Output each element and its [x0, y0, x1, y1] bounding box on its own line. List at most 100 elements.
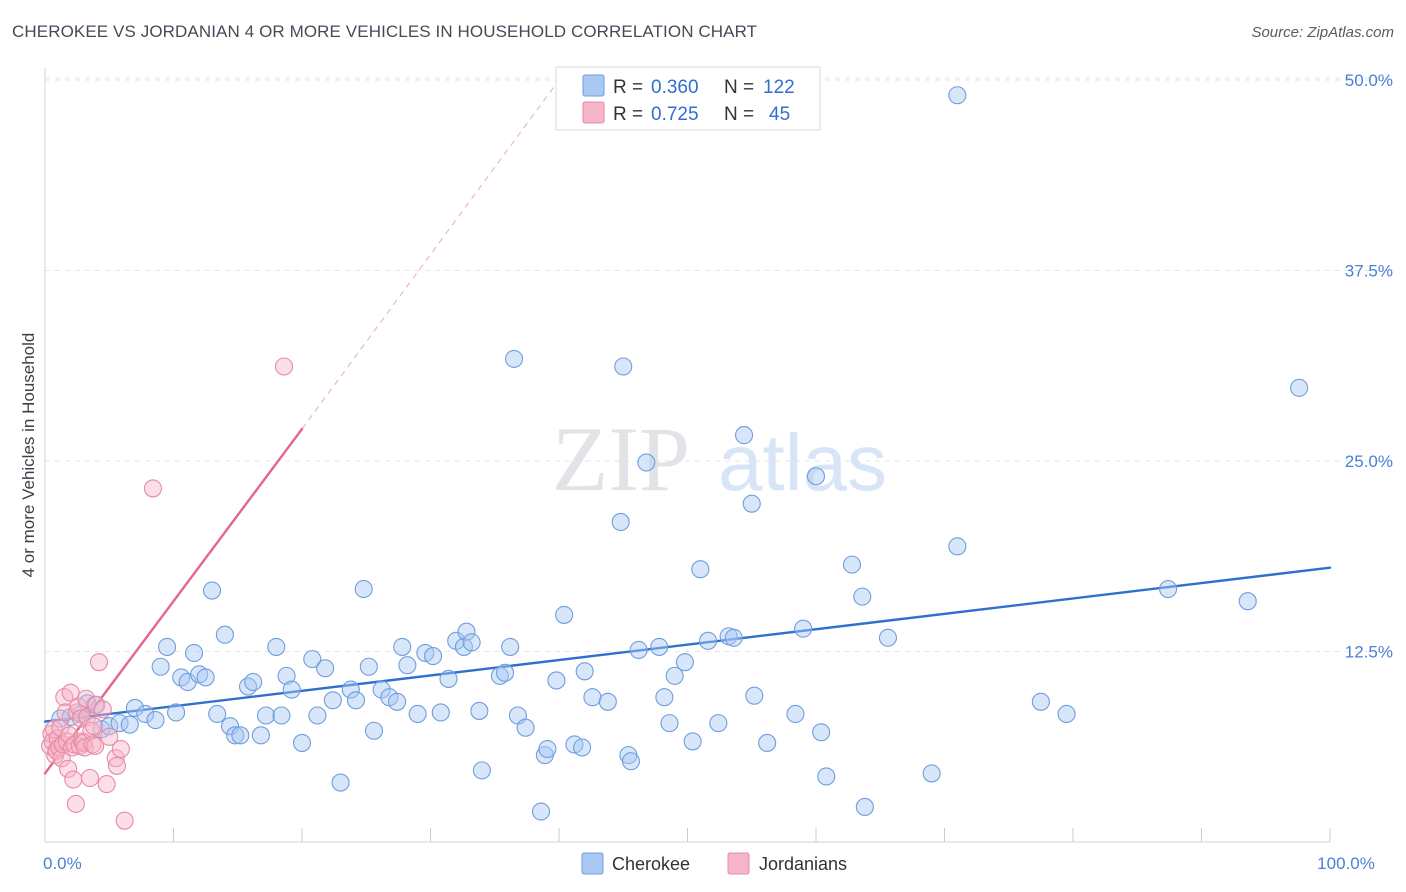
- legend-swatch-cherokee: [581, 852, 604, 875]
- point-cherokee: [393, 637, 412, 656]
- point-cherokee: [745, 686, 764, 705]
- stats-legend-n-value: 45: [769, 104, 790, 125]
- y-tick-label: 50.0%: [1345, 71, 1393, 90]
- point-cherokee: [282, 680, 301, 699]
- point-cherokee: [709, 714, 728, 733]
- x-tick-label: 100.0%: [1317, 854, 1375, 873]
- point-cherokee: [151, 657, 170, 676]
- point-cherokee: [948, 537, 967, 556]
- point-jordanians: [100, 727, 119, 746]
- point-cherokee: [323, 691, 342, 710]
- point-jordanians: [107, 756, 127, 775]
- point-cherokee: [331, 773, 350, 792]
- source-credit: Source: ZipAtlas.com: [1251, 24, 1394, 41]
- point-cherokee: [637, 453, 656, 472]
- point-cherokee: [734, 426, 754, 445]
- stats-legend-r-label: R =: [613, 77, 643, 98]
- point-cherokee: [208, 704, 227, 724]
- point-cherokee: [431, 703, 450, 722]
- trend-line-jordanians: [43, 427, 304, 775]
- point-cherokee: [660, 714, 679, 733]
- point-cherokee: [806, 467, 826, 486]
- point-cherokee: [185, 643, 204, 663]
- point-cherokee: [439, 669, 458, 688]
- watermark-zip: ZIP: [552, 408, 690, 510]
- point-cherokee: [136, 704, 155, 724]
- point-cherokee: [125, 698, 144, 717]
- point-cherokee: [100, 717, 119, 736]
- point-cherokee: [267, 637, 286, 656]
- legend-swatch-jordanians: [727, 852, 750, 875]
- point-cherokee: [583, 688, 602, 707]
- tick-labels: 12.5% 25.0% 37.5% 50.0% 0.0% 100.0%: [43, 71, 1393, 873]
- point-cherokee: [786, 704, 805, 724]
- point-cherokee: [922, 764, 941, 783]
- point-cherokee: [220, 717, 240, 736]
- point-cherokee: [215, 625, 234, 644]
- gridlines: [45, 77, 1395, 652]
- trend-lines: [43, 79, 1332, 775]
- stats-legend: R = 0.360 N = 122 R = 0.725 N = 45: [555, 66, 821, 131]
- point-cherokee: [251, 726, 270, 745]
- point-cherokee: [812, 723, 831, 742]
- stats-legend-swatch-cherokee: [582, 74, 605, 97]
- point-cherokee: [855, 797, 874, 816]
- point-cherokee: [742, 494, 761, 513]
- point-cherokee: [277, 666, 296, 685]
- point-cherokee: [650, 637, 669, 656]
- watermark: ZIP atlas: [552, 408, 887, 510]
- point-cherokee: [167, 703, 186, 722]
- point-cherokee: [172, 668, 191, 687]
- point-cherokee: [424, 647, 443, 666]
- point-cherokee: [1057, 704, 1076, 724]
- point-jordanians: [44, 720, 64, 739]
- point-cherokee: [547, 671, 566, 690]
- point-jordanians: [143, 479, 162, 498]
- point-cherokee: [354, 579, 373, 599]
- point-cherokee: [272, 706, 291, 725]
- point-cherokee: [501, 637, 520, 656]
- point-cherokee: [388, 692, 407, 711]
- point-cherokee: [794, 619, 813, 638]
- trend-extension-jordanians: [301, 79, 560, 430]
- point-cherokee: [462, 633, 481, 652]
- point-cherokee: [504, 349, 524, 368]
- x-tick-label: 0.0%: [43, 854, 82, 873]
- point-cherokee: [346, 691, 366, 710]
- point-jordanians: [86, 736, 105, 756]
- point-jordanians: [87, 695, 106, 714]
- point-cherokee: [120, 715, 139, 734]
- point-cherokee: [878, 628, 898, 647]
- watermark-atlas: atlas: [718, 418, 887, 507]
- point-cherokee: [490, 666, 509, 685]
- point-jordanians: [64, 770, 83, 789]
- point-cherokee: [303, 650, 322, 669]
- y-tick-label: 25.0%: [1345, 452, 1393, 471]
- stats-legend-r-value: 0.360: [651, 77, 699, 98]
- point-jordanians: [93, 700, 112, 719]
- point-cherokee: [1238, 592, 1257, 611]
- y-axis-label: 4 or more Vehicles in Household: [19, 333, 38, 578]
- point-jordanians: [274, 357, 294, 376]
- point-jordanians: [77, 689, 96, 708]
- stats-legend-n-value: 122: [763, 77, 795, 98]
- point-cherokee: [231, 726, 250, 745]
- point-cherokee: [244, 672, 263, 692]
- point-cherokee: [495, 663, 515, 682]
- point-jordanians: [62, 738, 82, 757]
- point-cherokee: [614, 357, 633, 376]
- point-cherokee: [531, 802, 551, 821]
- point-cherokee: [457, 622, 476, 641]
- point-cherokee: [853, 587, 872, 606]
- point-cherokee: [573, 738, 592, 757]
- point-cherokee: [1031, 692, 1050, 711]
- point-cherokee: [611, 512, 630, 532]
- y-tick-label: 12.5%: [1345, 643, 1393, 662]
- point-cherokee: [226, 726, 245, 745]
- axes: [44, 68, 1331, 843]
- trend-line-cherokee: [43, 566, 1332, 723]
- point-cherokee: [948, 86, 967, 105]
- point-cherokee: [364, 721, 384, 740]
- point-cherokee: [655, 688, 674, 707]
